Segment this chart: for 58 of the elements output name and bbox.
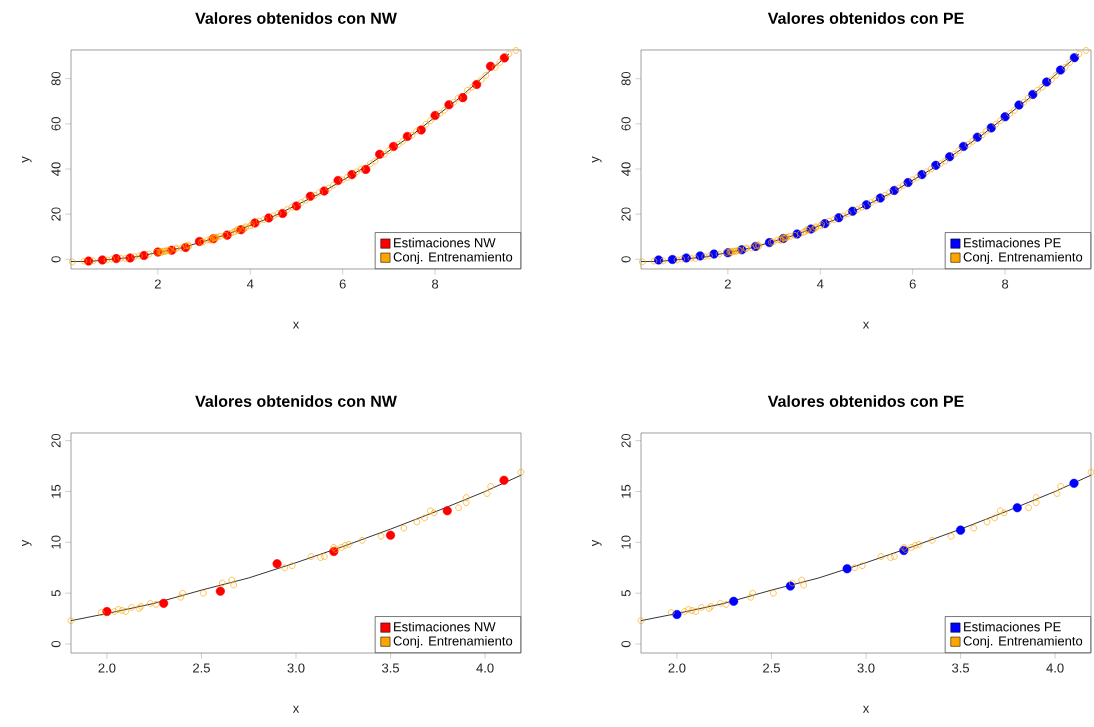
legend-label: Conj. Entrenamiento (963, 635, 1083, 649)
y-tick-label: 10 (621, 535, 631, 549)
x-axis-title: x (862, 705, 870, 713)
legend-label: Estimaciones PE (964, 237, 1061, 248)
y-tick-label: 0 (51, 640, 61, 648)
y-tick-label: 20 (621, 207, 631, 221)
y-tick-label: 10 (51, 535, 61, 549)
y-tick-label: 0 (621, 256, 631, 263)
y-tick-label: 20 (51, 207, 61, 221)
y-tick-label: 40 (51, 162, 61, 176)
y-tick-label: 0 (621, 640, 631, 648)
x-tick-label: 4 (816, 279, 824, 289)
y-tick-label: 60 (51, 117, 61, 131)
x-axis-title: x (862, 321, 870, 329)
x-tick-label: 2 (154, 279, 161, 289)
x-tick-label: 8 (432, 279, 439, 289)
legend-label: Conj. Entrenamiento (393, 251, 513, 265)
x-tick-label: 2.0 (98, 663, 116, 673)
y-tick-label: 15 (51, 484, 61, 498)
y-tick-label: 40 (621, 162, 631, 176)
y-tick-label: 0 (51, 256, 61, 263)
x-tick-label: 2.0 (668, 663, 686, 673)
legend-label: Conj. Entrenamiento (393, 635, 513, 649)
y-tick-label: 80 (621, 71, 631, 86)
x-tick-label: 6 (909, 279, 916, 289)
y-tick-label: 60 (621, 117, 631, 131)
y-tick-label: 80 (51, 71, 61, 86)
y-tick-label: 5 (51, 590, 61, 597)
y-axis-title: y (592, 156, 602, 163)
x-tick-label: 4.0 (476, 663, 494, 673)
x-tick-label: 2 (724, 279, 731, 289)
x-tick-label: 3.0 (287, 663, 305, 673)
legend-label: Estimaciones NW (394, 237, 496, 248)
y-tick-label: 15 (621, 484, 631, 498)
y-axis-title: y (22, 539, 32, 547)
chart-title: Valores obtenidos con PE (767, 12, 964, 24)
chart-title: Valores obtenidos con NW (195, 395, 397, 407)
x-tick-label: 6 (339, 279, 346, 289)
x-axis-title: x (292, 321, 300, 329)
y-axis-title: y (592, 539, 602, 547)
y-axis-title: y (22, 156, 32, 163)
x-tick-label: 3.5 (952, 663, 970, 673)
x-tick-label: 8 (1002, 279, 1009, 289)
chart-title: Valores obtenidos con PE (767, 395, 964, 407)
x-tick-label: 3.0 (857, 663, 875, 673)
legend-label: Estimaciones NW (394, 621, 496, 632)
chart-title: Valores obtenidos con NW (195, 12, 397, 24)
y-tick-label: 5 (621, 590, 631, 597)
x-tick-label: 2.5 (193, 663, 210, 673)
x-axis-title: x (292, 705, 300, 713)
y-tick-label: 20 (621, 433, 631, 448)
x-tick-label: 4 (246, 279, 254, 289)
x-tick-label: 4.0 (1046, 663, 1064, 673)
legend-label: Conj. Entrenamiento (963, 251, 1083, 265)
x-tick-label: 3.5 (382, 663, 400, 673)
legend-label: Estimaciones PE (964, 621, 1061, 632)
y-tick-label: 20 (51, 433, 61, 448)
x-tick-label: 2.5 (763, 663, 780, 673)
